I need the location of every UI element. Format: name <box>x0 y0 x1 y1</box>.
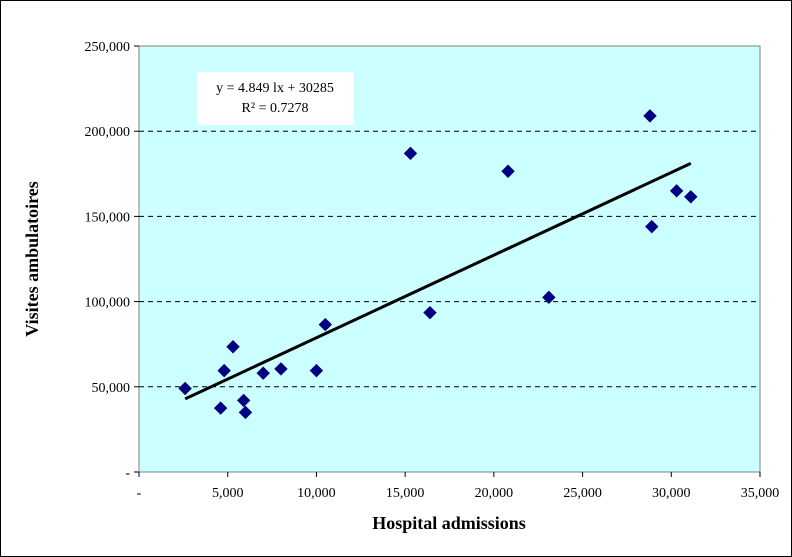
gridlines <box>139 130 760 388</box>
y-axis-ticks: - 50,000 100,000 150,000 200,000 250,000 <box>85 40 139 481</box>
x-tick-label: 30,000 <box>652 486 691 501</box>
y-tick-label: 150,000 <box>85 210 131 225</box>
data-point <box>501 164 515 178</box>
x-axis-title: Hospital admissions <box>372 513 526 533</box>
x-tick-label: 35,000 <box>741 486 780 501</box>
r-squared-label: R² = 0.7278 <box>242 101 309 116</box>
trendline <box>184 162 692 401</box>
data-point <box>238 405 253 420</box>
data-point <box>423 305 437 320</box>
data-point <box>274 362 288 376</box>
x-tick-label: 5,000 <box>212 486 244 501</box>
data-point <box>226 340 240 354</box>
data-points <box>178 109 698 420</box>
data-point <box>236 393 251 408</box>
x-tick-label: 25,000 <box>563 486 602 501</box>
y-tick-label: - <box>125 466 130 481</box>
data-point <box>645 219 659 234</box>
data-point <box>403 146 418 161</box>
trendline-equation: y = 4.849 lx + 30285 <box>216 81 334 96</box>
y-tick-label: 100,000 <box>85 296 131 311</box>
y-tick-label: 50,000 <box>92 381 131 396</box>
data-point <box>318 317 333 332</box>
x-tick-label: 15,000 <box>386 486 425 501</box>
y-tick-label: 250,000 <box>85 40 131 55</box>
x-tick-label: - <box>137 486 142 501</box>
data-point <box>309 363 324 378</box>
y-axis-title: Visites ambulatoires <box>22 181 42 337</box>
data-point <box>178 381 192 396</box>
data-point <box>213 401 228 415</box>
data-point <box>643 109 657 123</box>
x-axis-ticks: - 5,000 10,000 15,000 20,000 25,000 30,000 35,0… <box>137 472 780 501</box>
data-point <box>684 190 698 204</box>
equation-box: y = 4.849 lx + 30285 R² = 0.7278 <box>197 72 354 125</box>
data-point <box>217 363 231 378</box>
data-point <box>542 290 556 305</box>
data-point <box>256 366 270 380</box>
x-tick-label: 20,000 <box>475 486 514 501</box>
x-tick-label: 10,000 <box>297 486 336 501</box>
data-point <box>669 184 684 198</box>
y-tick-label: 200,000 <box>85 125 131 140</box>
